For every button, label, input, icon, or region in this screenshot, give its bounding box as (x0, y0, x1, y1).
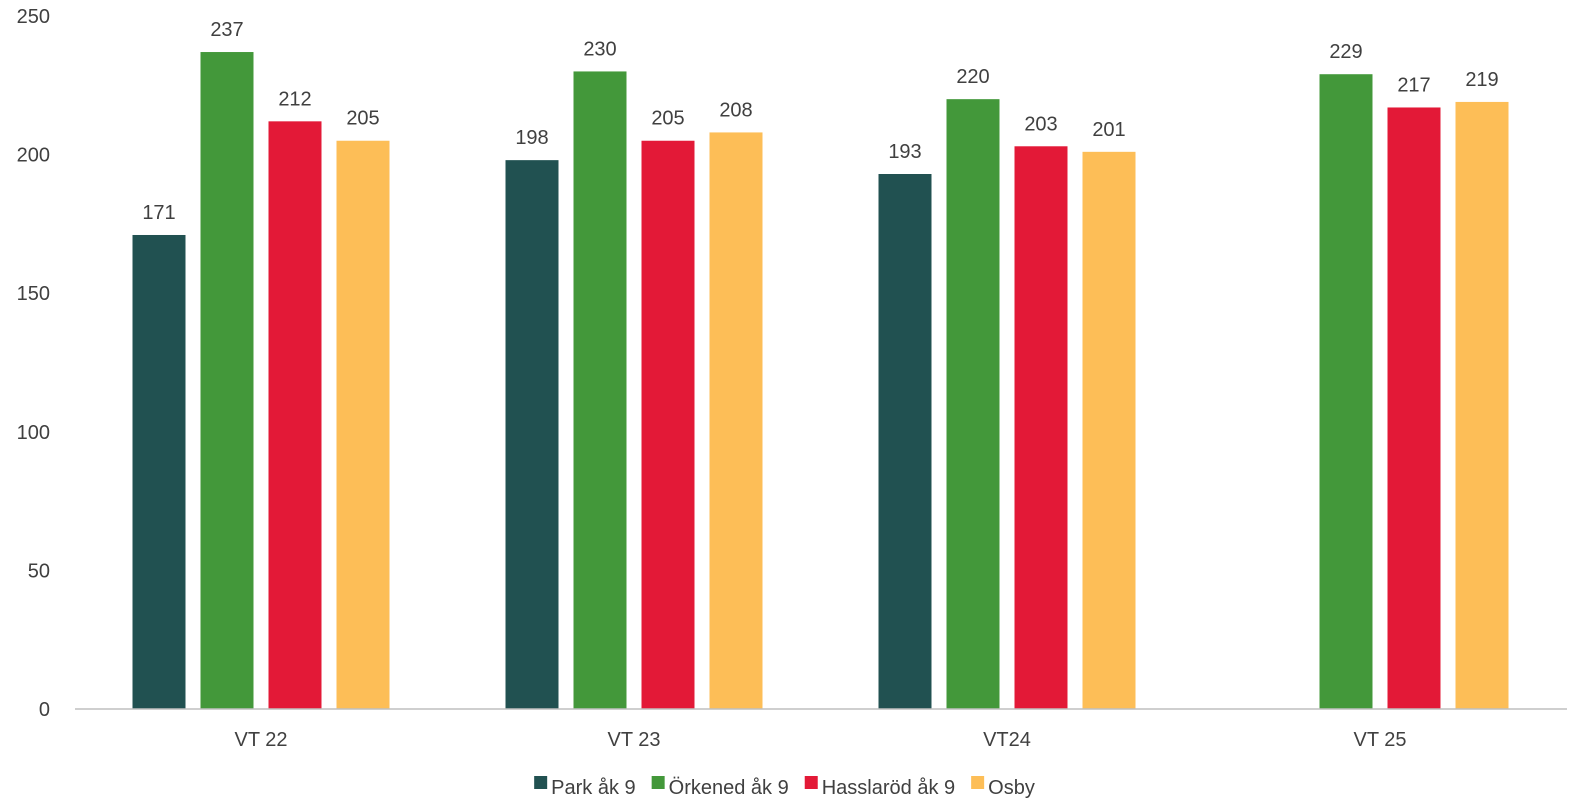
legend-item: Hassla­röd åk 9 (804, 776, 955, 799)
y-axis: 0 50 100 150 200 250 (17, 6, 50, 721)
bar (505, 160, 559, 710)
x-axis: VT 22 VT 23 VT24 VT 25 (235, 729, 1407, 751)
legend-item: Örkened åk 9 (651, 776, 789, 799)
y-tick-label: 200 (17, 145, 50, 167)
x-tick-label: VT 22 (235, 729, 288, 751)
data-label: 198 (515, 127, 548, 149)
bar (200, 52, 254, 709)
y-tick-label: 100 (17, 422, 50, 444)
y-tick-label: 50 (28, 560, 50, 582)
bar (1319, 74, 1373, 710)
bar (878, 174, 932, 709)
x-tick-label: VT 25 (1354, 729, 1407, 751)
x-tick-label: VT 23 (608, 729, 661, 751)
x-tick-label: VT24 (983, 729, 1031, 751)
data-label: 229 (1329, 41, 1362, 63)
legend-label: Örkened åk 9 (669, 777, 789, 799)
legend-item: Park åk 9 (534, 776, 636, 799)
data-label: 171 (142, 202, 175, 224)
bars-group (132, 52, 1509, 710)
data-label: 205 (651, 108, 684, 130)
data-label: 237 (210, 19, 243, 41)
bar (641, 140, 695, 710)
data-labels-group: 171 237 212 205 198 230 205 208 193 220 203 201 229 2… (142, 19, 1498, 224)
bar (1082, 151, 1136, 709)
bar (132, 234, 186, 709)
bar (709, 132, 763, 709)
data-label: 217 (1397, 74, 1430, 96)
legend-swatch (804, 776, 818, 789)
data-label: 203 (1024, 113, 1057, 135)
legend-swatch (971, 776, 985, 789)
data-label: 212 (278, 88, 311, 110)
bar (1387, 107, 1441, 709)
bar (336, 140, 390, 710)
y-tick-label: 0 (39, 699, 50, 721)
data-label: 219 (1465, 69, 1498, 91)
bar (268, 121, 322, 709)
bar (1455, 101, 1509, 709)
data-label: 230 (583, 38, 616, 60)
legend-label: Hassla­röd åk 9 (822, 777, 955, 799)
legend-item: Osby (971, 776, 1035, 799)
y-tick-label: 250 (17, 6, 50, 28)
data-label: 205 (346, 108, 379, 130)
legend-swatch (534, 776, 548, 789)
data-label: 201 (1092, 119, 1125, 141)
legend: Park åk 9 Örkened åk 9 Hassla­röd åk 9 Osby (534, 776, 1035, 799)
legend-label: Park åk 9 (551, 777, 635, 799)
bar (1014, 146, 1068, 709)
y-tick-label: 150 (17, 283, 50, 305)
bar (946, 99, 1000, 709)
data-label: 208 (719, 99, 752, 121)
data-label: 193 (888, 141, 921, 163)
legend-label: Osby (988, 777, 1035, 799)
data-label: 220 (956, 66, 989, 88)
legend-swatch (651, 776, 665, 789)
bar (573, 71, 627, 709)
